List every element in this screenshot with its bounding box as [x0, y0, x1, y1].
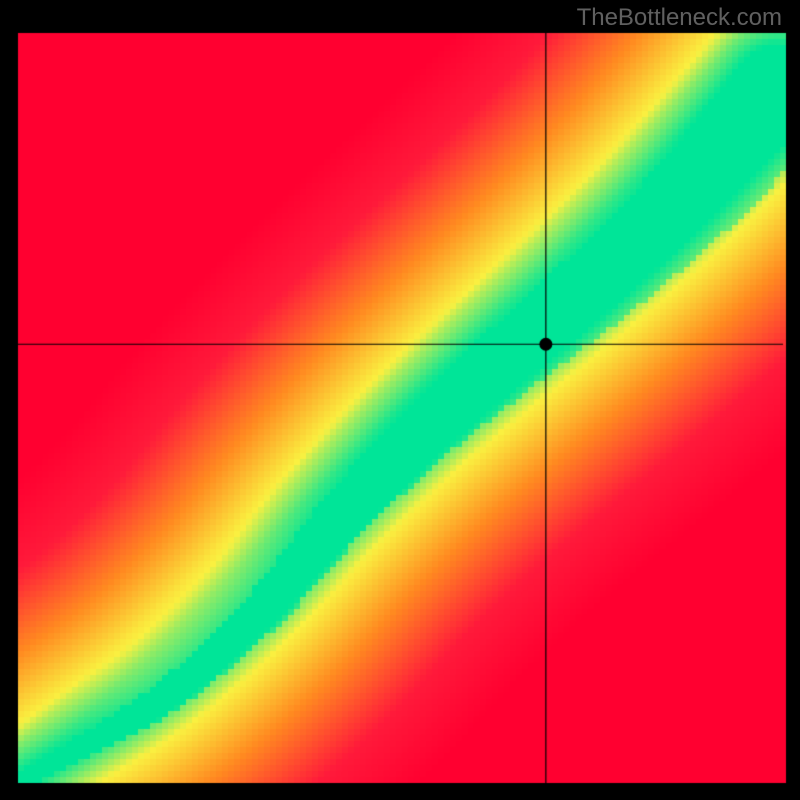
chart-container: TheBottleneck.com	[0, 0, 800, 800]
watermark-text: TheBottleneck.com	[577, 4, 782, 32]
heatmap-canvas	[0, 0, 800, 800]
